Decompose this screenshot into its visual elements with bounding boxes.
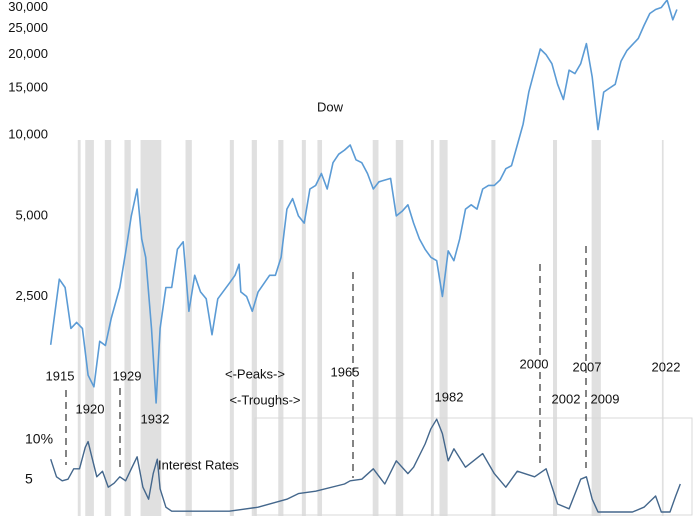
y-tick-label: 2,500 bbox=[15, 288, 48, 303]
annotation: 1920 bbox=[76, 401, 105, 416]
recession-bar bbox=[372, 140, 379, 516]
y-tick-label: 5,000 bbox=[15, 207, 48, 222]
annotation: 2009 bbox=[591, 391, 620, 406]
recession-bar bbox=[591, 140, 601, 516]
recession-bar bbox=[77, 140, 81, 516]
y-tick-label: 25,000 bbox=[8, 20, 48, 35]
annotation: <-Peaks-> bbox=[225, 366, 285, 381]
recession-bar bbox=[395, 140, 404, 516]
series-label: Dow bbox=[317, 99, 344, 114]
annotation: 2007 bbox=[573, 359, 602, 374]
recession-bar bbox=[430, 140, 434, 516]
recession-bar bbox=[439, 140, 448, 516]
annotation: 1932 bbox=[141, 411, 170, 426]
rates-panel bbox=[254, 417, 693, 516]
recession-bar bbox=[229, 140, 234, 516]
y-tick-label: 20,000 bbox=[8, 46, 48, 61]
recession-bar bbox=[491, 140, 496, 516]
y-tick-label: 30,000 bbox=[8, 0, 48, 14]
recession-bar bbox=[85, 140, 94, 516]
background-layer bbox=[77, 140, 664, 516]
recession-bar bbox=[104, 140, 112, 516]
recession-bar bbox=[278, 140, 284, 516]
recession-bar bbox=[301, 140, 306, 516]
data-line bbox=[50, 418, 681, 513]
annotation: 2022 bbox=[652, 359, 681, 374]
y-tick-label: 10% bbox=[25, 431, 53, 447]
recession-bar bbox=[124, 140, 131, 516]
y-tick-label: 10,000 bbox=[8, 127, 48, 142]
foreground-layer: 2,500 5,000 10,000 15,000 20,000 25,000 30,000… bbox=[8, 0, 681, 513]
annotation: 1982 bbox=[435, 389, 464, 404]
y-tick-label: 5 bbox=[25, 471, 33, 487]
annotation: 1965 bbox=[331, 364, 360, 379]
recession-bar bbox=[553, 140, 558, 516]
recession-bar bbox=[661, 140, 664, 516]
annotation: 1915 bbox=[46, 368, 75, 383]
recession-bar bbox=[185, 140, 192, 516]
annotation: 1929 bbox=[113, 368, 142, 383]
series-label: Interest Rates bbox=[158, 457, 239, 472]
recession-bar bbox=[251, 140, 257, 516]
recession-bar bbox=[317, 140, 323, 516]
annotation: 2000 bbox=[520, 356, 549, 371]
annotation: <-Troughs-> bbox=[229, 392, 300, 407]
annotation: 2002 bbox=[552, 391, 581, 406]
y-tick-label: 15,000 bbox=[8, 80, 48, 95]
data-line bbox=[49, 0, 678, 404]
